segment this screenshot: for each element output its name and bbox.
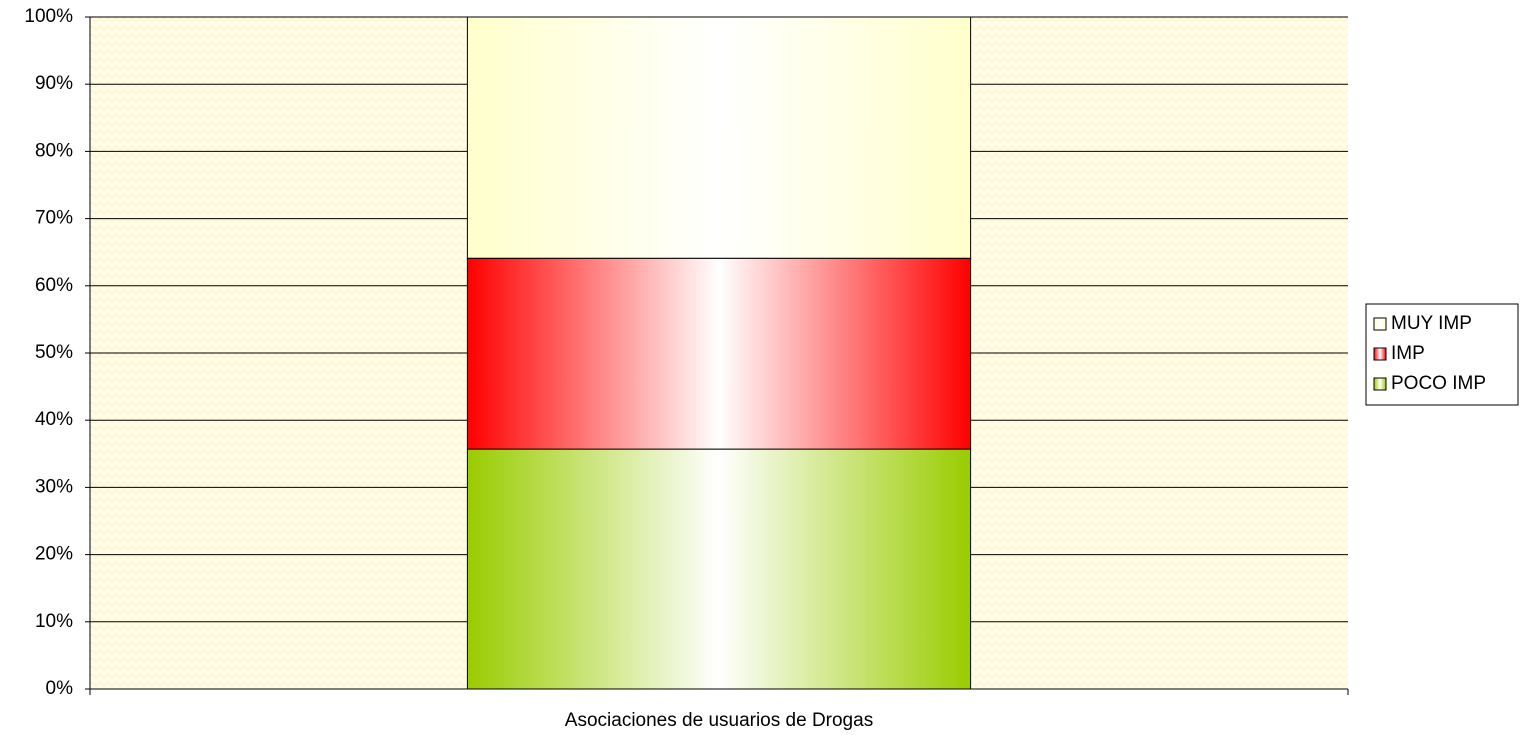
- y-tick-label: 80%: [35, 140, 73, 161]
- y-tick-label: 100%: [24, 6, 73, 27]
- legend-box: [1365, 303, 1519, 406]
- y-tick-label: 90%: [35, 73, 73, 94]
- bar-segment: [466, 448, 972, 690]
- x-tick-label: Asociaciones de usuarios de Drogas: [565, 710, 873, 731]
- y-tick-label: 20%: [35, 544, 73, 565]
- bar-segment: [466, 16, 972, 259]
- legend-label: POCO IMP: [1391, 373, 1486, 394]
- legend-label: MUY IMP: [1391, 313, 1472, 334]
- y-tick-label: 50%: [35, 342, 73, 363]
- legend-swatch: [1373, 377, 1387, 391]
- y-tick-label: 30%: [35, 476, 73, 497]
- legend-swatch: [1373, 347, 1387, 361]
- y-tick-label: 0%: [46, 678, 74, 699]
- y-tick-label: 60%: [35, 275, 73, 296]
- bar-segment: [466, 257, 972, 450]
- y-tick-label: 10%: [35, 611, 73, 632]
- y-tick-label: 70%: [35, 208, 73, 229]
- y-tick-label: 40%: [35, 409, 73, 430]
- legend-swatch: [1373, 317, 1387, 331]
- legend-label: IMP: [1391, 343, 1425, 364]
